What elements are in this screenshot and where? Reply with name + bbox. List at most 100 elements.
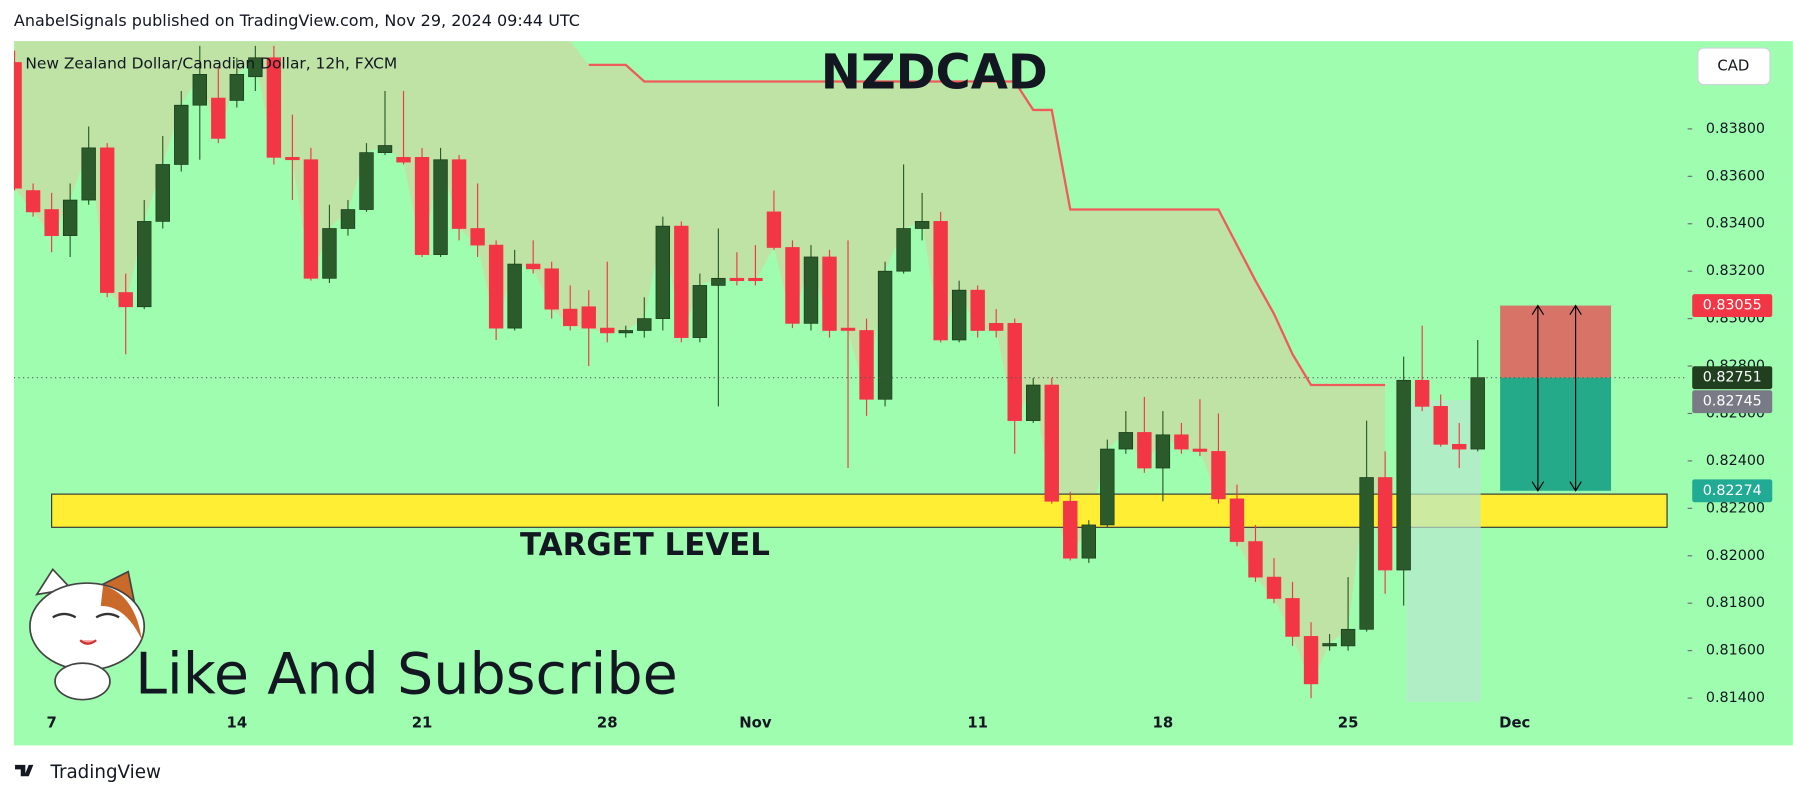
candle-body [118,292,133,308]
candle-body [192,74,207,106]
candle-body [377,145,393,153]
candle-body [637,318,652,331]
y-tick-label: 0.83200 [1706,263,1765,279]
subscribe-annotation: Like And Subscribe [135,642,678,708]
candle-body [1322,643,1337,647]
x-tick-label: Nov [739,714,772,732]
candle-body [1452,443,1467,450]
candle-body [914,221,930,229]
candle-body [803,256,819,324]
marker-price-box [1692,390,1773,414]
last-price-label-box [1692,366,1773,390]
stop-price-label: 0.83055 [1703,298,1762,314]
candle-body [544,268,559,310]
candle-body [1007,323,1022,421]
candle-body [729,277,745,282]
candle-body [563,308,578,327]
x-tick-label: Dec [1499,714,1530,732]
candle-body [1396,379,1411,571]
candle-body [285,157,300,161]
candle-body [1470,377,1485,450]
candle-body [451,159,467,229]
y-tick-label: 0.81800 [1706,595,1765,611]
candle-body [1229,498,1245,542]
candle-body [1155,434,1171,469]
candle-body [1303,636,1319,685]
candle-body [1433,406,1448,445]
candle-body [1100,448,1115,526]
candle-body [44,209,59,236]
candle-body [137,221,152,308]
arrow-head [1531,304,1545,492]
candle-body [99,147,115,293]
arrow-head [1569,304,1582,492]
candle-body [1137,432,1152,469]
candle-body [711,277,726,286]
candle-body [877,270,893,400]
candle-body [1414,379,1430,407]
y-tick-label: 0.81600 [1706,643,1765,659]
candle-body [1248,541,1263,578]
candle-body [748,277,763,282]
y-tick-label: 0.83800 [1706,121,1765,137]
candle-body [211,97,226,139]
last-price-label: 0.82751 [1703,370,1762,386]
cat-mascot [29,567,146,701]
candle-body [766,211,782,248]
x-tick-label: 18 [1153,714,1174,732]
candle-body [1044,384,1059,502]
candle-body [266,57,282,158]
x-tick-label: 11 [967,714,988,732]
y-tick-label: 0.83600 [1706,168,1765,184]
currency-button[interactable] [1697,47,1771,86]
candle-body [1192,448,1208,452]
candle-body [970,289,985,331]
currency-label[interactable]: CAD [1717,56,1749,74]
x-tick-label: 21 [412,714,433,732]
candle-body [13,62,22,189]
supertrend-line [588,63,1386,387]
candle-body [507,263,522,329]
publish-header: AnabelSignals published on TradingView.c… [14,11,580,30]
y-tick-label: 0.83400 [1706,216,1765,232]
candle-body [674,225,689,338]
candle-body [229,74,245,101]
candle-body [655,225,671,319]
x-tick-label: 28 [597,714,618,732]
target-price-label: 0.82274 [1703,483,1762,499]
candle-body [340,209,356,229]
candle-body [896,228,911,272]
candle-body [1026,384,1041,421]
candle-body [1340,628,1356,647]
candle-body [1211,451,1226,500]
candle-body [174,104,189,165]
candle-body [692,285,708,338]
y-tick-label: 0.82000 [1706,548,1765,564]
stop-zone [1500,305,1612,378]
plot-area [13,41,1687,702]
candle-body [933,221,948,341]
y-tick-label: 0.82200 [1706,500,1765,516]
candle-body [62,199,78,236]
stop-price-label-box [1692,294,1773,318]
candle-body [1174,434,1189,450]
candle-body [248,57,263,78]
candle-body [600,327,615,334]
profit-zone [1500,377,1612,491]
candle-body [1266,576,1282,599]
y-tick-label: 0.81400 [1706,690,1765,706]
candle-body [1118,432,1134,450]
candle-body [396,157,411,163]
candle-body [1359,477,1374,630]
footer-brand: TradingView [49,762,161,783]
x-tick-label: 25 [1338,714,1359,732]
candle-body [581,306,596,329]
candle-body [1081,524,1097,559]
candle-body [359,152,374,210]
highlight-box [1406,400,1481,702]
symbol-subtitle: New Zealand Dollar/Canadian Dollar, 12h,… [25,55,397,73]
candle-body [470,228,485,246]
candle-body [1285,598,1300,637]
